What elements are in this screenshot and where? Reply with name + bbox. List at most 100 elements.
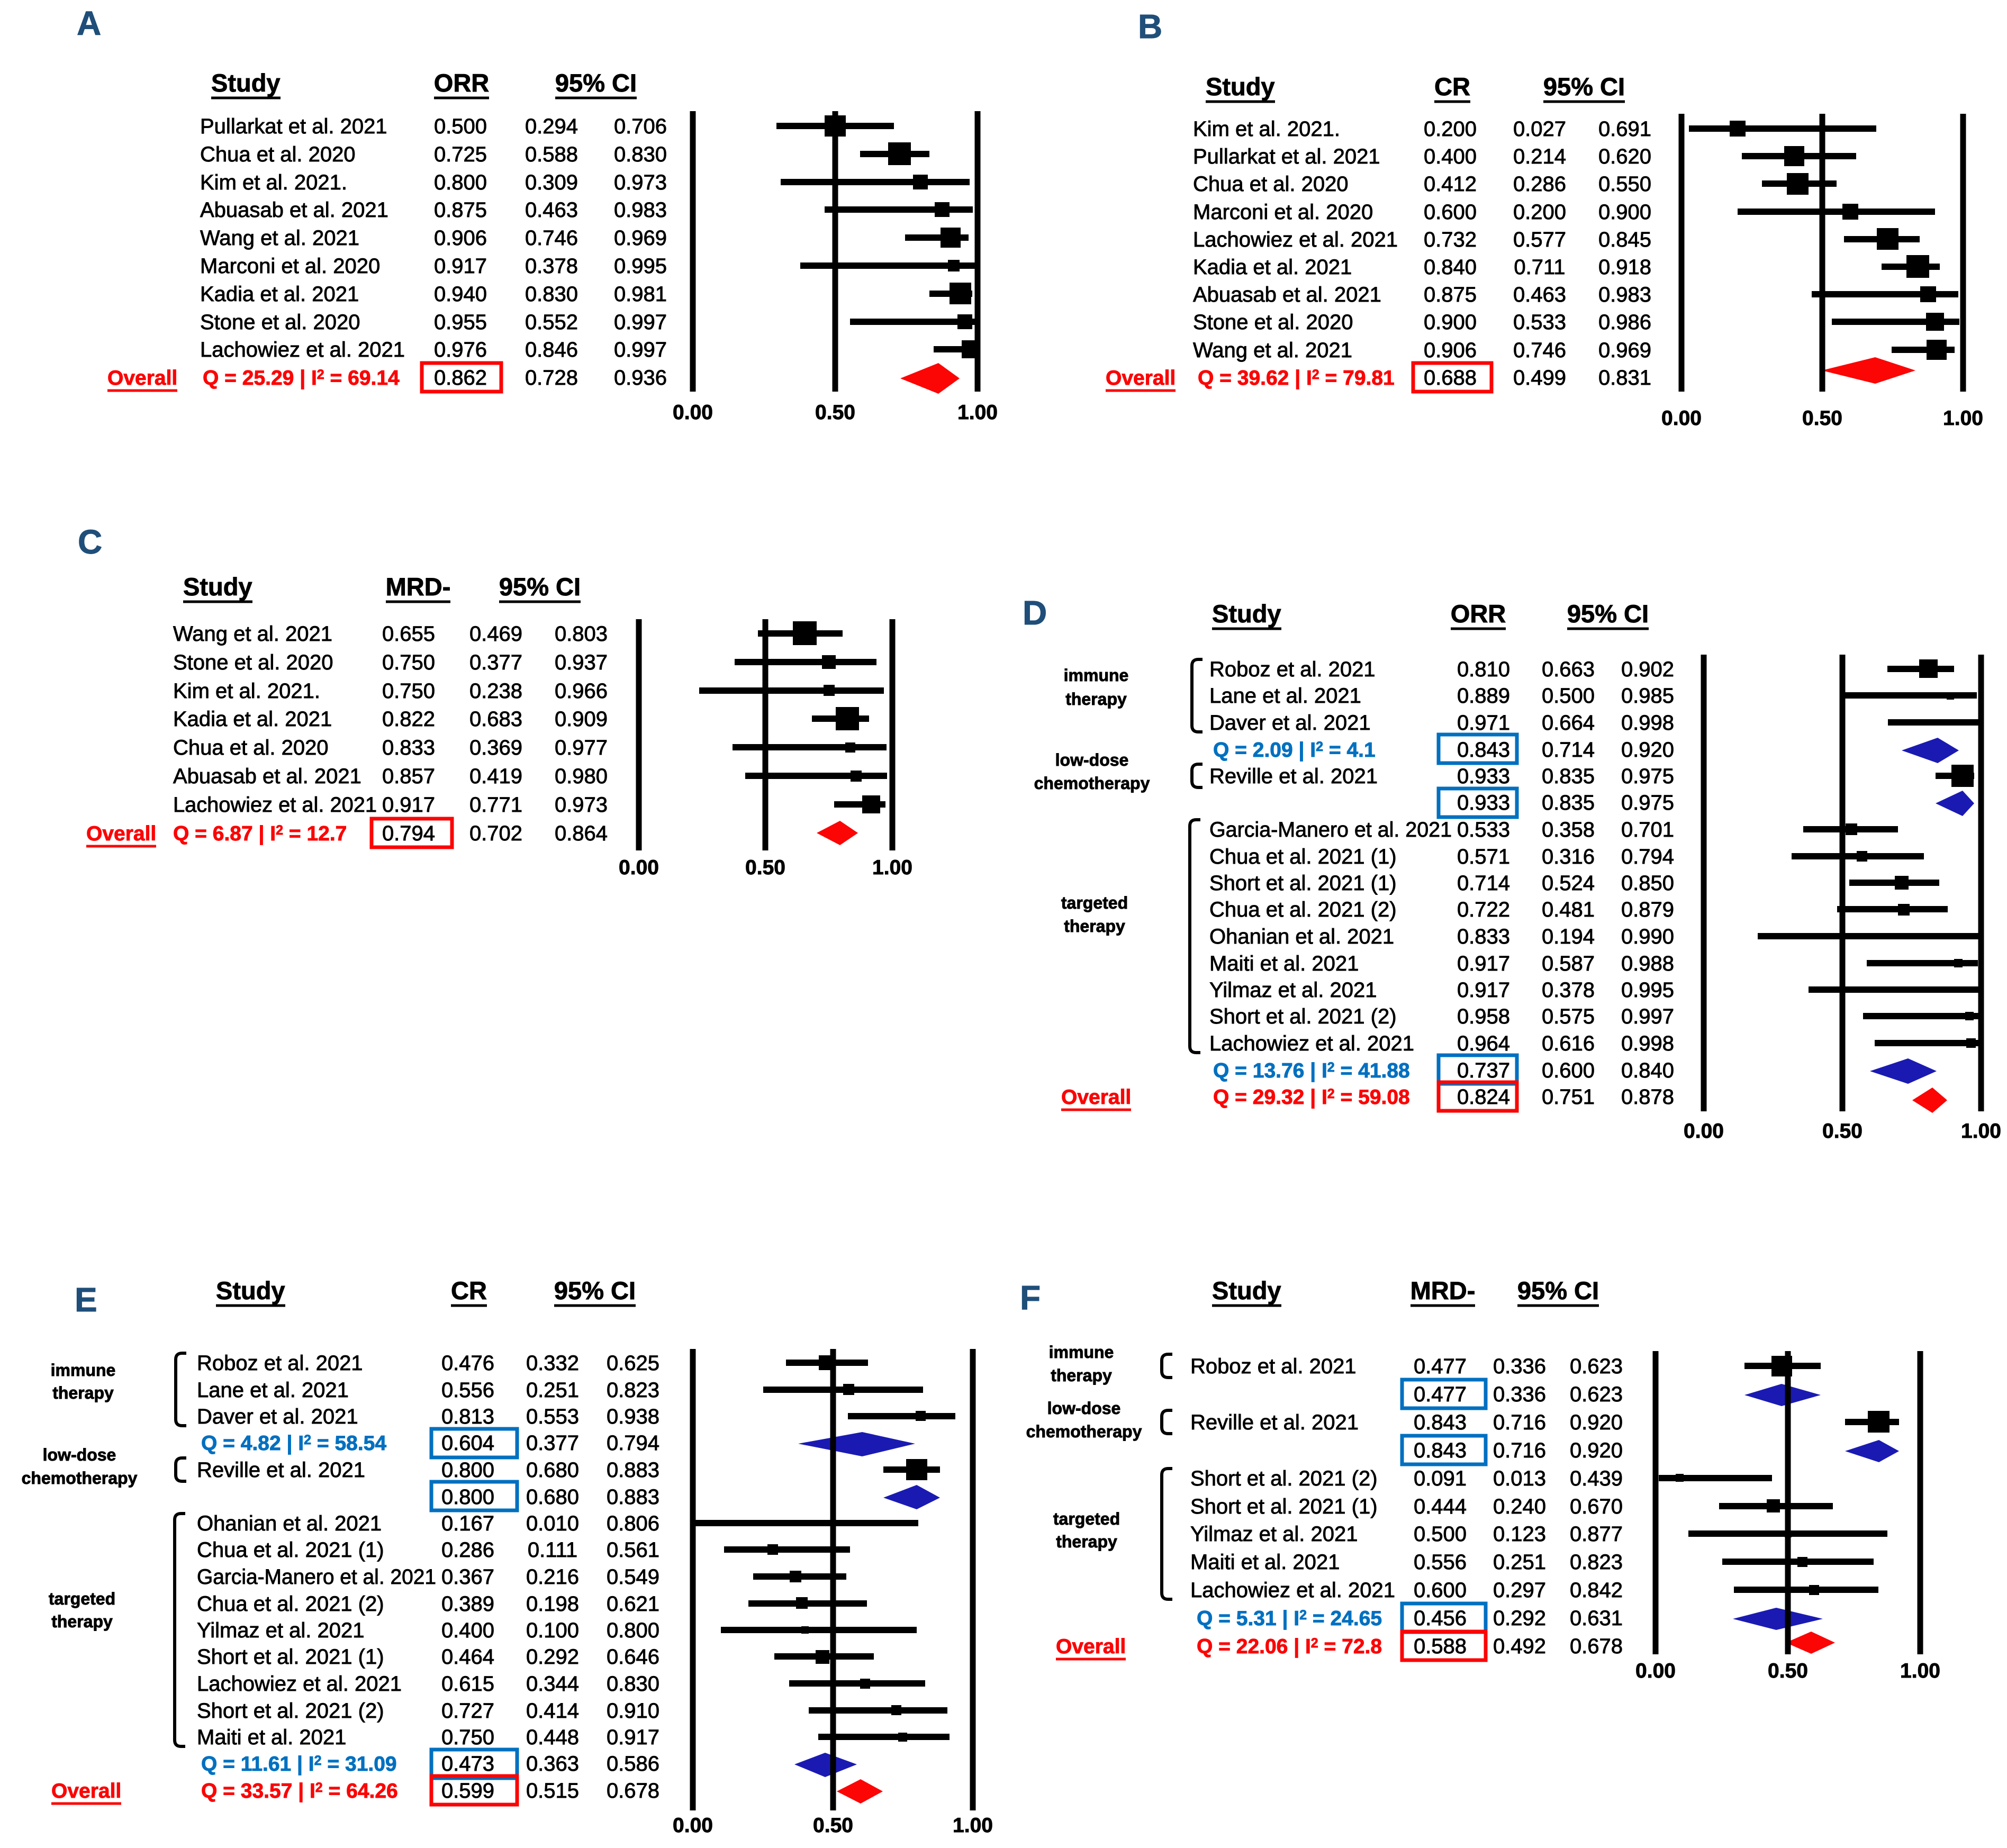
svg-text:0.737: 0.737 <box>1457 1059 1510 1082</box>
svg-text:0.00: 0.00 <box>673 401 713 424</box>
svg-text:0.500: 0.500 <box>1542 684 1595 708</box>
svg-text:therapy: therapy <box>1056 1532 1117 1551</box>
svg-text:0.750: 0.750 <box>382 651 435 674</box>
svg-text:0.976: 0.976 <box>434 338 487 361</box>
svg-text:0.716: 0.716 <box>1493 1411 1546 1434</box>
svg-text:Stone et al. 2020: Stone et al. 2020 <box>200 311 360 334</box>
svg-text:0.691: 0.691 <box>1598 117 1651 141</box>
svg-text:0.50: 0.50 <box>745 856 785 879</box>
svg-text:Study: Study <box>1212 600 1281 628</box>
svg-text:therapy: therapy <box>51 1612 113 1631</box>
svg-text:0.845: 0.845 <box>1598 228 1651 251</box>
svg-text:A: A <box>77 4 101 42</box>
svg-text:Kadia et al. 2021: Kadia et al. 2021 <box>1193 256 1352 279</box>
svg-text:0.587: 0.587 <box>1542 952 1595 975</box>
svg-text:95% CI: 95% CI <box>1567 600 1649 628</box>
svg-text:Overall: Overall <box>86 822 156 845</box>
svg-text:0.198: 0.198 <box>526 1592 579 1616</box>
svg-text:0.920: 0.920 <box>1621 738 1674 762</box>
svg-text:0.977: 0.977 <box>555 736 608 759</box>
svg-text:0.877: 0.877 <box>1570 1523 1623 1546</box>
svg-text:0.840: 0.840 <box>1424 256 1477 279</box>
svg-text:0.50: 0.50 <box>813 1814 853 1837</box>
svg-text:0.344: 0.344 <box>526 1672 579 1696</box>
svg-text:Lachowiez et al. 2021: Lachowiez et al. 2021 <box>197 1672 402 1696</box>
svg-text:Maiti et al. 2021: Maiti et al. 2021 <box>1190 1551 1340 1574</box>
svg-text:Overall: Overall <box>51 1780 121 1802</box>
svg-text:0.842: 0.842 <box>1570 1579 1623 1602</box>
svg-text:F: F <box>1020 1279 1041 1317</box>
svg-text:Overall: Overall <box>107 367 177 389</box>
svg-text:Marconi et al. 2020: Marconi et al. 2020 <box>200 255 380 278</box>
svg-text:0.50: 0.50 <box>815 401 855 424</box>
svg-text:0.292: 0.292 <box>1493 1607 1546 1630</box>
svg-text:0.833: 0.833 <box>382 736 435 759</box>
svg-text:CR: CR <box>1434 73 1470 101</box>
svg-text:Abuasab et al. 2021: Abuasab et al. 2021 <box>1193 283 1381 306</box>
svg-text:0.549: 0.549 <box>607 1565 659 1589</box>
svg-text:Ohanian et al. 2021: Ohanian et al. 2021 <box>1209 925 1394 948</box>
svg-text:Pullarkat et al. 2021: Pullarkat et al. 2021 <box>200 115 387 138</box>
svg-text:0.716: 0.716 <box>1493 1439 1546 1462</box>
svg-text:Q = 25.29 | I2 = 69.14: Q = 25.29 | I2 = 69.14 <box>203 367 400 389</box>
svg-text:0.998: 0.998 <box>1621 1032 1674 1055</box>
svg-text:0.900: 0.900 <box>1424 311 1477 334</box>
svg-text:0.725: 0.725 <box>434 143 487 166</box>
svg-text:0.997: 0.997 <box>614 338 667 361</box>
svg-text:0.50: 0.50 <box>1802 407 1842 430</box>
svg-text:0.833: 0.833 <box>1457 925 1510 948</box>
svg-text:MRD-: MRD- <box>386 573 451 601</box>
svg-text:Wang et al. 2021: Wang et al. 2021 <box>173 622 332 646</box>
svg-text:0.971: 0.971 <box>1457 711 1510 735</box>
svg-text:Study: Study <box>211 69 281 97</box>
svg-text:0.902: 0.902 <box>1621 658 1674 681</box>
svg-text:targeted: targeted <box>49 1589 115 1608</box>
svg-text:0.533: 0.533 <box>1457 818 1510 841</box>
svg-text:0.955: 0.955 <box>434 311 487 334</box>
svg-text:1.00: 1.00 <box>1961 1120 2001 1143</box>
svg-text:0.920: 0.920 <box>1570 1411 1623 1434</box>
svg-text:0.010: 0.010 <box>526 1512 579 1535</box>
svg-text:0.492: 0.492 <box>1493 1635 1546 1658</box>
svg-text:0.800: 0.800 <box>434 171 487 194</box>
svg-text:95% CI: 95% CI <box>1517 1276 1599 1305</box>
svg-text:0.533: 0.533 <box>1513 311 1566 334</box>
svg-text:0.883: 0.883 <box>607 1459 659 1482</box>
svg-text:0.309: 0.309 <box>525 171 578 194</box>
svg-text:0.936: 0.936 <box>614 366 667 389</box>
svg-text:0.499: 0.499 <box>1513 366 1566 389</box>
svg-text:Ohanian et al. 2021: Ohanian et al. 2021 <box>197 1512 382 1535</box>
svg-text:0.879: 0.879 <box>1621 898 1674 921</box>
svg-text:Yilmaz et al. 2021: Yilmaz et al. 2021 <box>1190 1523 1358 1546</box>
svg-text:Chua et al. 2021 (1): Chua et al. 2021 (1) <box>197 1538 384 1562</box>
svg-text:Pullarkat et al. 2021: Pullarkat et al. 2021 <box>1193 145 1380 168</box>
svg-text:Chua et al. 2021 (2): Chua et al. 2021 (2) <box>1209 898 1397 921</box>
svg-text:Lachowiez et al. 2021: Lachowiez et al. 2021 <box>173 793 377 817</box>
svg-text:Daver et al. 2021: Daver et al. 2021 <box>1209 711 1371 735</box>
svg-text:therapy: therapy <box>1064 917 1125 936</box>
svg-text:0.878: 0.878 <box>1621 1085 1674 1109</box>
svg-text:Stone et al. 2020: Stone et al. 2020 <box>173 651 333 674</box>
svg-text:MRD-: MRD- <box>1411 1276 1476 1305</box>
svg-text:0.412: 0.412 <box>1424 173 1477 196</box>
svg-text:0.750: 0.750 <box>382 680 435 703</box>
svg-text:0.824: 0.824 <box>1457 1085 1510 1109</box>
svg-text:Garcia-Manero et al. 2021: Garcia-Manero et al. 2021 <box>197 1565 436 1589</box>
svg-text:1.00: 1.00 <box>957 401 998 424</box>
svg-text:0.367: 0.367 <box>441 1565 494 1589</box>
svg-text:0.550: 0.550 <box>1598 173 1651 196</box>
svg-text:1.00: 1.00 <box>1943 407 1983 430</box>
svg-text:0.981: 0.981 <box>614 283 667 306</box>
svg-text:0.722: 0.722 <box>1457 898 1510 921</box>
svg-text:low-dose: low-dose <box>1055 750 1129 769</box>
svg-text:Lachowiez et al. 2021: Lachowiez et al. 2021 <box>1193 228 1398 251</box>
svg-text:0.377: 0.377 <box>469 651 522 674</box>
svg-text:0.983: 0.983 <box>1598 283 1651 306</box>
svg-text:0.448: 0.448 <box>526 1726 579 1749</box>
svg-text:0.091: 0.091 <box>1414 1467 1467 1490</box>
svg-text:0.680: 0.680 <box>526 1485 579 1509</box>
svg-text:0.604: 0.604 <box>441 1432 494 1455</box>
svg-text:0.843: 0.843 <box>1414 1411 1467 1434</box>
svg-text:0.336: 0.336 <box>1493 1383 1546 1406</box>
svg-text:0.013: 0.013 <box>1493 1467 1546 1490</box>
